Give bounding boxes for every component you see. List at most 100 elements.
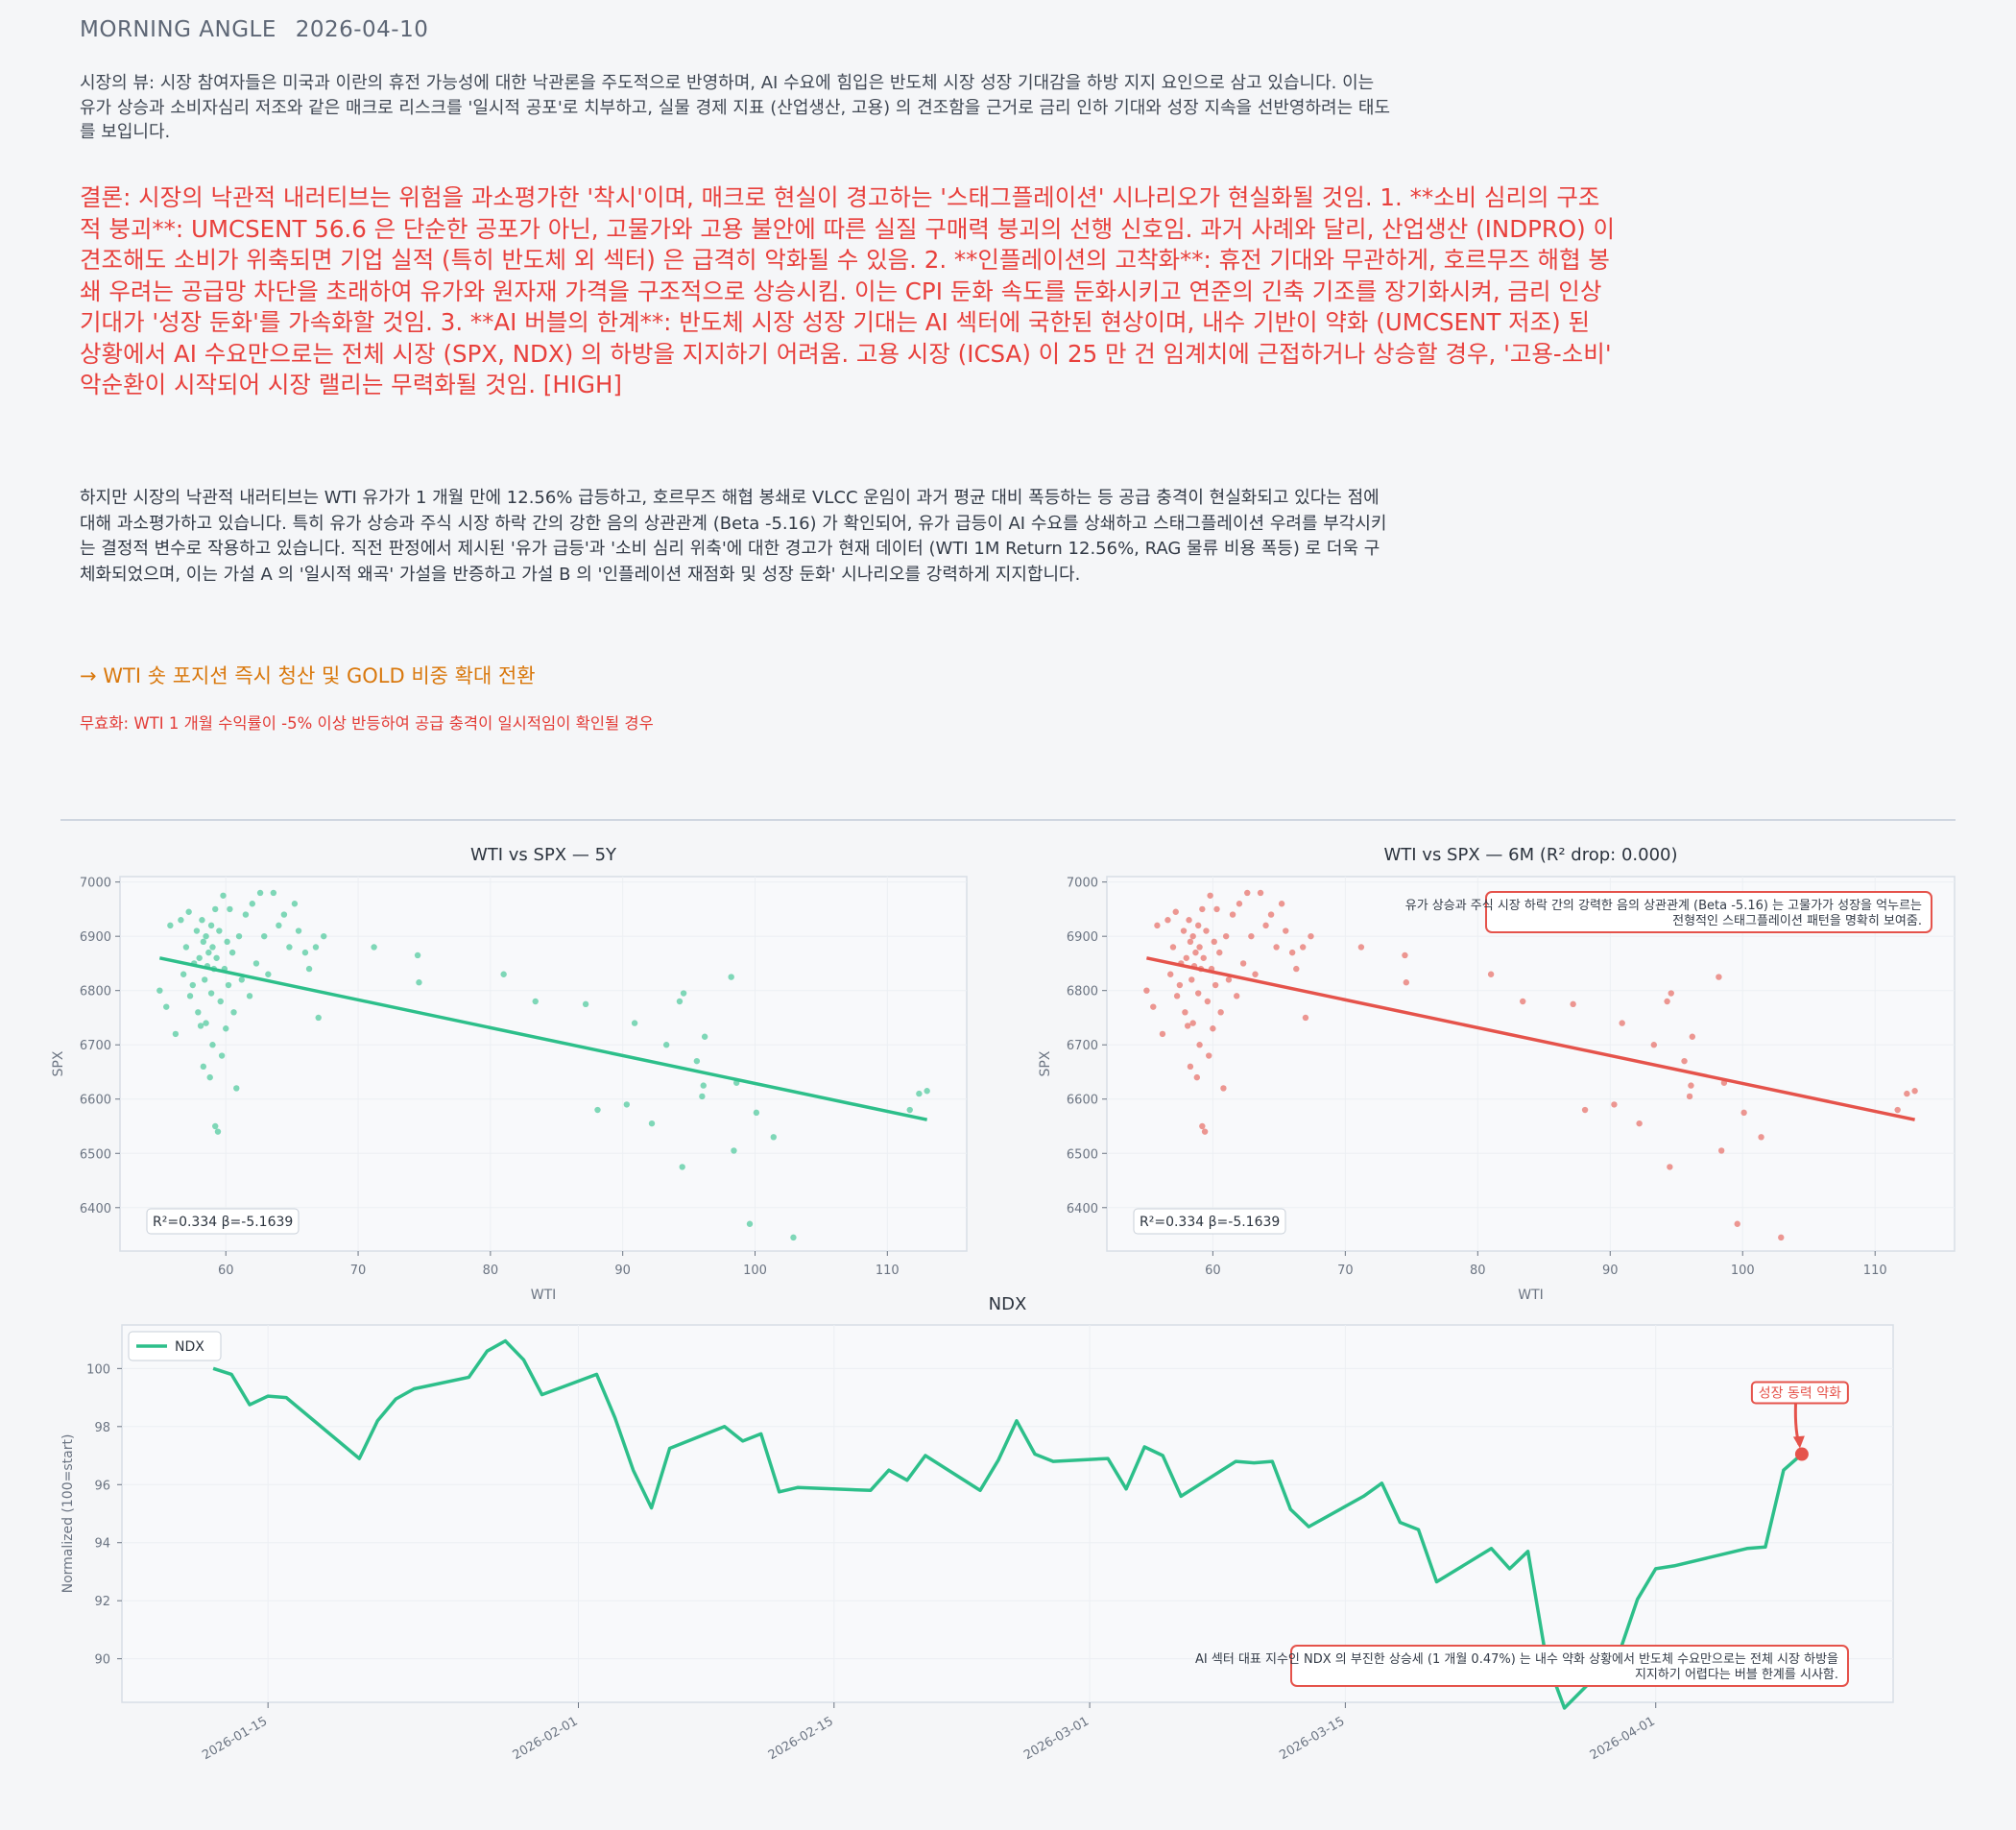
scatter-point: [205, 949, 212, 956]
x-tick-label: 100: [743, 1264, 767, 1278]
scatter-point: [1668, 990, 1674, 997]
scatter-point: [1611, 1101, 1618, 1108]
scatter-point: [1189, 932, 1196, 940]
scatter-point: [746, 1220, 754, 1227]
y-tick-label: 6700: [1067, 1039, 1098, 1053]
y-tick-label: 6900: [1067, 930, 1098, 945]
scatter-point: [1236, 901, 1243, 907]
scatter-annotation-box: [1485, 891, 1932, 933]
scatter-point: [1278, 901, 1285, 907]
line-annotation-line: 지지하기 어렵다는 버블 한계를 시사함.: [1635, 1668, 1838, 1682]
scatter-annotation-line: 유가 상승과 주식 시장 하락 간의 강력한 음의 상관관계 (Beta -5.…: [1405, 899, 1922, 913]
scatter-point: [1204, 998, 1212, 1005]
scatter-point: [1212, 981, 1219, 989]
scatter-point: [235, 932, 243, 940]
scatter-point: [1308, 932, 1314, 940]
x-tick-label: 70: [1337, 1264, 1354, 1278]
scatter-point: [1229, 911, 1236, 918]
scatter-point: [217, 998, 224, 1005]
scatter-point: [195, 1009, 202, 1016]
scatter-point: [207, 922, 215, 929]
scatter-point: [700, 1082, 707, 1089]
action-text: → WTI 숏 포지션 즉시 청산 및 GOLD 비중 확대 전환: [80, 664, 536, 687]
scatter-point: [167, 922, 174, 929]
scatter-point: [1197, 965, 1205, 973]
scatter-point: [1187, 1063, 1194, 1071]
report-date: 2026-04-10: [295, 17, 429, 42]
scatter-point: [532, 998, 539, 1005]
scatter-point: [180, 971, 187, 977]
y-tick-label: 7000: [80, 877, 111, 891]
stats-text: R²=0.334 β=-5.1639: [153, 1215, 293, 1230]
scatter-point: [200, 1063, 207, 1071]
line-annotation-line: AI 섹터 대표 지수인 NDX 의 부진한 상승세 (1 개월 0.47%) …: [1195, 1652, 1838, 1667]
scatter-point: [1581, 1106, 1589, 1114]
y-tick-label: 96: [94, 1479, 110, 1493]
invalidation-text: 무효화: WTI 1 개월 수익률이 -5% 이상 반등하여 공급 충격이 일시…: [80, 714, 654, 733]
scatter-point: [1182, 1009, 1188, 1016]
scatter-point: [733, 1079, 740, 1086]
scatter-point: [305, 965, 313, 973]
scatter-point: [1188, 976, 1195, 983]
scatter-point: [228, 949, 236, 956]
scatter-point: [227, 905, 233, 913]
scatter-point: [242, 911, 250, 918]
y-axis-label: Normalized (100=start): [60, 1434, 76, 1594]
scatter-point: [924, 1088, 930, 1095]
scatter-point: [906, 1106, 913, 1114]
scatter-point: [1740, 1109, 1747, 1117]
scatter-point: [301, 949, 309, 956]
scatter-point: [233, 1085, 240, 1092]
scatter-point: [193, 927, 201, 934]
scatter-point: [1222, 932, 1230, 940]
scatter-point: [203, 932, 209, 940]
scatter-point: [252, 960, 260, 967]
scatter-point: [1403, 979, 1410, 986]
y-tick-label: 6800: [1067, 985, 1098, 999]
scatter-point: [1201, 1128, 1209, 1135]
scatter-point: [291, 901, 299, 907]
x-tick-label: 100: [1731, 1264, 1755, 1278]
scatter-point: [280, 911, 288, 918]
scatter-point: [753, 1109, 760, 1117]
stats-box: [146, 1208, 300, 1235]
scatter-point: [1199, 1122, 1206, 1130]
y-tick-label: 6900: [80, 930, 111, 945]
scatter-point: [220, 892, 227, 899]
scatter-point: [207, 990, 215, 997]
scatter-point: [321, 932, 327, 940]
scatter-point: [270, 889, 277, 897]
scatter-point: [1716, 974, 1722, 980]
scatter-point: [1216, 949, 1223, 956]
x-tick-label: 80: [483, 1264, 499, 1278]
scatter-point: [1487, 971, 1495, 977]
scatter-point: [631, 1020, 638, 1026]
chart-title: NDX: [989, 1294, 1027, 1314]
scatter-point: [230, 1009, 237, 1016]
scatter-point: [731, 1147, 737, 1154]
scatter-point: [1194, 990, 1202, 997]
scatter-point: [1520, 998, 1526, 1005]
scatter-point: [662, 1042, 670, 1048]
scatter-point: [623, 1101, 631, 1108]
scatter-point: [1357, 944, 1365, 951]
scatter-point: [1187, 938, 1194, 946]
x-tick-label: 110: [1863, 1264, 1887, 1278]
scatter-point: [1267, 911, 1275, 918]
scatter-point: [1283, 927, 1289, 934]
scatter-point: [1200, 954, 1207, 961]
scatter-point: [315, 1014, 322, 1022]
scatter-point: [256, 889, 264, 897]
scatter-point: [916, 1090, 923, 1097]
scatter-point: [594, 1106, 601, 1114]
scatter-point: [286, 944, 293, 951]
scatter-point: [728, 974, 734, 980]
x-axis-label: WTI: [1518, 1288, 1544, 1303]
scatter-point: [1180, 927, 1188, 934]
x-tick-label: 2026-03-01: [1021, 1714, 1092, 1763]
section-divider: [60, 819, 1956, 821]
scatter-point: [265, 971, 272, 977]
scatter-point: [214, 1128, 222, 1135]
x-tick-label: 2026-04-01: [1588, 1714, 1658, 1763]
scatter-point: [312, 944, 320, 951]
